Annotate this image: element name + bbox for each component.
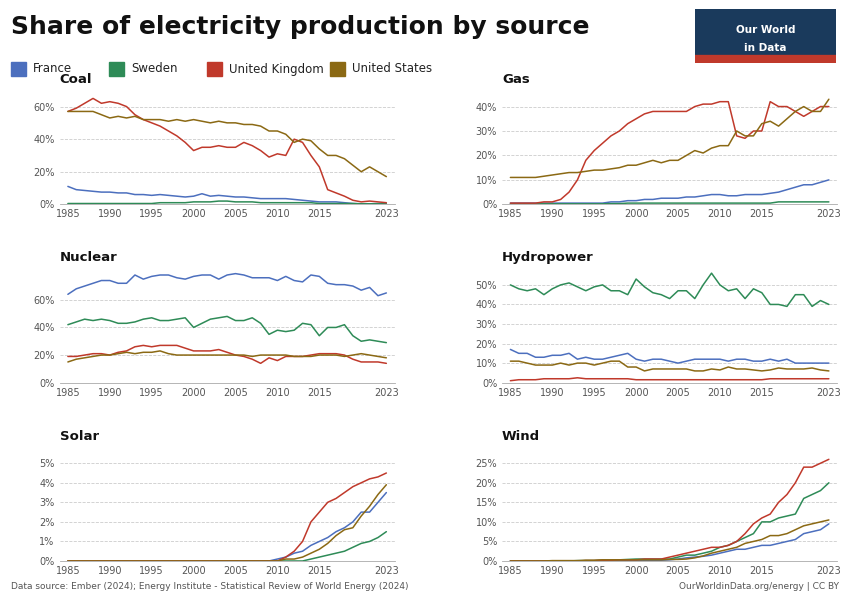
Text: in Data: in Data (744, 43, 786, 53)
Text: Sweden: Sweden (131, 62, 178, 76)
Text: Gas: Gas (502, 73, 530, 86)
Text: Our World: Our World (735, 25, 795, 35)
Text: Wind: Wind (502, 430, 540, 443)
Text: United Kingdom: United Kingdom (229, 62, 323, 76)
Text: United States: United States (352, 62, 432, 76)
Text: Hydropower: Hydropower (502, 251, 594, 264)
Text: Solar: Solar (60, 430, 99, 443)
Text: Share of electricity production by source: Share of electricity production by sourc… (11, 15, 590, 39)
Text: Nuclear: Nuclear (60, 251, 117, 264)
Text: France: France (33, 62, 72, 76)
Text: Coal: Coal (60, 73, 92, 86)
Text: OurWorldinData.org/energy | CC BY: OurWorldinData.org/energy | CC BY (679, 582, 839, 591)
Text: Data source: Ember (2024); Energy Institute - Statistical Review of World Energy: Data source: Ember (2024); Energy Instit… (11, 582, 409, 591)
